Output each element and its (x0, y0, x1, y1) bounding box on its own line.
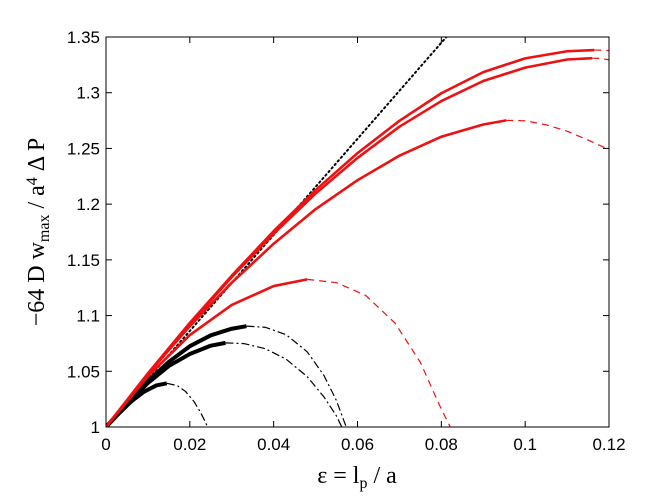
x-axis-label: ε = lp / a (317, 463, 397, 492)
series-line-14 (106, 48, 595, 427)
x-tick-label: 0.04 (257, 435, 290, 454)
x-tick-label: 0.06 (341, 435, 374, 454)
y-tick-label: 1 (91, 418, 100, 437)
plot-background (106, 37, 609, 427)
series-line-5 (225, 342, 343, 427)
series-line-3 (166, 382, 209, 427)
series-line-7 (246, 325, 347, 427)
y-tick-label: 1.05 (67, 362, 100, 381)
y-axis-label: −64 D wmax / a4 Δ P (24, 138, 53, 327)
series-line-9 (307, 278, 451, 427)
x-tick-label: 0.12 (592, 435, 625, 454)
series-line-6 (106, 324, 247, 427)
series-line-11 (506, 119, 609, 151)
y-tick-label: 1.3 (76, 84, 100, 103)
x-tick-label: 0.08 (425, 435, 458, 454)
series-line-13 (592, 57, 609, 61)
y-tick-label: 1.1 (76, 307, 100, 326)
series-layer (106, 37, 609, 427)
y-tick-label: 1.2 (76, 195, 100, 214)
y-tick-label: 1.35 (67, 28, 100, 47)
y-tick-label: 1.15 (67, 251, 100, 270)
ticks-layer: 0 0.02 0.04 0.06 0.08 0.1 0.12 1 1.05 1.1 1.15 1.2 1… (67, 28, 626, 454)
x-tick-label: 0.02 (173, 435, 206, 454)
x-tick-label: 0.1 (513, 435, 537, 454)
y-tick-label: 1.25 (67, 139, 100, 158)
series-line-15 (594, 49, 609, 52)
x-tick-label: 0 (101, 435, 110, 454)
